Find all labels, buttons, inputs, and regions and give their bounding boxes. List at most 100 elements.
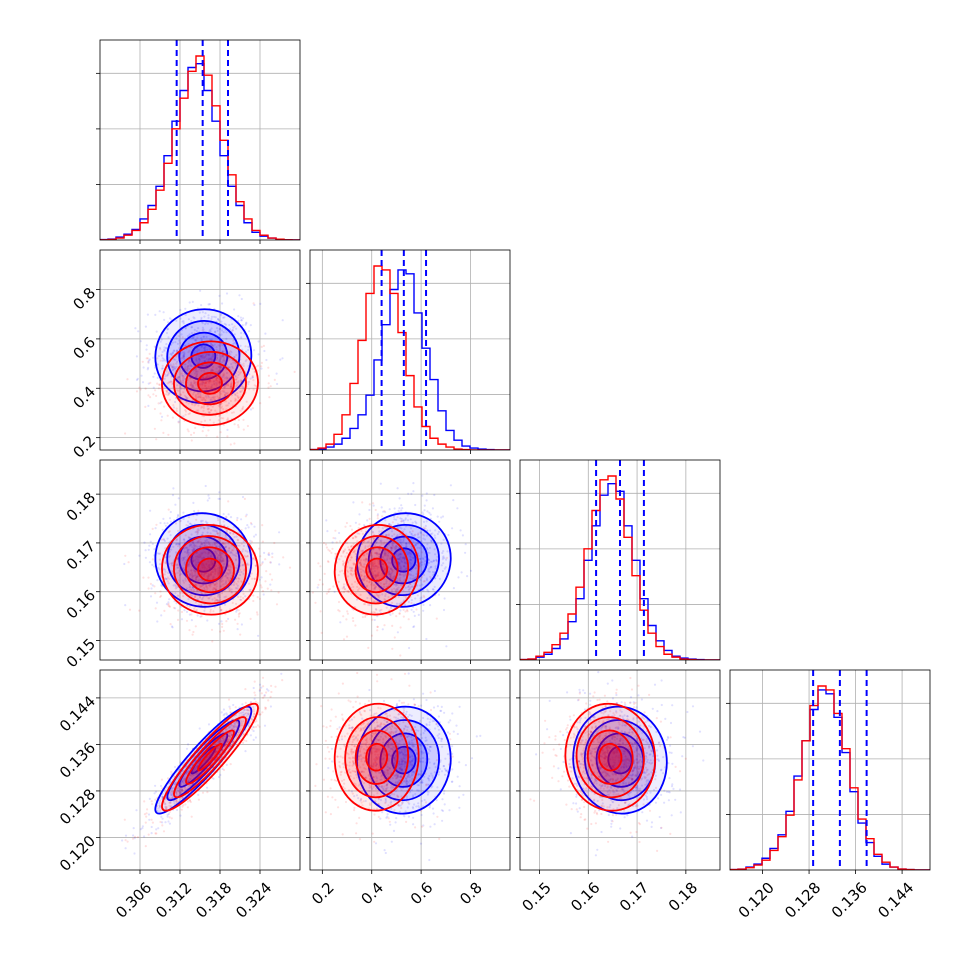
scatter-point (194, 369, 198, 372)
scatter-point (398, 567, 401, 570)
scatter-point (201, 543, 204, 546)
scatter-point (413, 625, 416, 628)
scatter-point (383, 624, 386, 627)
scatter-point (347, 590, 350, 593)
scatter-point (193, 570, 196, 573)
scatter-point (191, 540, 195, 544)
scatter-point (260, 576, 263, 579)
scatter-point (210, 386, 213, 389)
scatter-point (245, 358, 248, 362)
scatter-point (412, 490, 415, 493)
scatter-point (257, 634, 260, 637)
scatter-point (156, 552, 159, 555)
scatter-point (201, 322, 204, 325)
scatter-point (195, 396, 198, 399)
scatter-point (408, 552, 411, 555)
scatter-point (385, 585, 388, 589)
scatter-point (159, 594, 163, 598)
scatter-point (260, 686, 263, 689)
scatter-point (177, 389, 180, 392)
scatter-point (208, 566, 211, 569)
scatter-point (354, 552, 357, 556)
scatter-point (221, 559, 224, 563)
scatter-point (168, 782, 171, 785)
scatter-point (223, 524, 226, 527)
scatter-point (159, 402, 162, 405)
scatter-point (222, 565, 225, 569)
scatter-point (204, 399, 207, 402)
scatter-point (369, 567, 373, 571)
scatter-point (207, 565, 210, 568)
scatter-point (203, 544, 206, 547)
scatter-point (233, 355, 236, 359)
scatter-point (211, 356, 214, 359)
scatter-point (190, 588, 193, 591)
scatter-point (194, 571, 197, 575)
scatter-point (435, 559, 438, 562)
scatter-point (190, 573, 193, 576)
scatter-point (210, 358, 213, 361)
scatter-point (245, 321, 248, 324)
scatter-point (183, 562, 186, 565)
scatter-point (217, 497, 220, 500)
scatter-point (229, 550, 233, 554)
scatter-point (247, 383, 250, 386)
scatter-point (240, 724, 243, 727)
scatter-point (230, 382, 233, 385)
scatter-point (380, 506, 383, 509)
scatter-point (217, 344, 220, 347)
contour-level-1 (185, 546, 235, 594)
scatter-point (379, 482, 382, 485)
scatter-point (155, 832, 158, 835)
scatter-point (352, 551, 355, 554)
scatter-point (389, 613, 392, 617)
scatter-point (206, 527, 209, 530)
scatter-point (244, 345, 247, 348)
scatter-point (194, 577, 197, 580)
scatter-point (345, 590, 348, 593)
scatter-point (250, 718, 253, 721)
scatter-point (261, 524, 264, 527)
scatter-point (377, 552, 380, 555)
scatter-point (196, 336, 199, 339)
scatter-point (242, 405, 245, 408)
scatter-point (325, 546, 328, 549)
scatter-point (427, 590, 430, 593)
scatter-point (216, 329, 219, 332)
scatter-point (225, 574, 228, 577)
scatter-point (223, 562, 226, 566)
scatter-point (244, 712, 247, 715)
scatter-point (327, 548, 330, 551)
scatter-point (426, 548, 429, 551)
scatter-point (252, 715, 255, 718)
scatter-point (177, 543, 181, 546)
scatter-point (244, 555, 247, 558)
scatter-point (400, 568, 403, 571)
scatter-point (200, 603, 203, 606)
scatter-point (175, 407, 178, 410)
scatter-point (167, 812, 170, 816)
scatter-point (211, 405, 214, 408)
scatter-point (356, 532, 359, 535)
scatter-point (325, 519, 328, 522)
scatter-point (196, 541, 199, 544)
scatter-point (217, 572, 220, 575)
scatter-point (205, 387, 208, 390)
scatter-point (203, 566, 206, 570)
scatter-point (399, 552, 402, 556)
scatter-point (375, 540, 378, 544)
scatter-point (180, 788, 183, 792)
scatter-point (181, 380, 185, 383)
scatter-point (209, 560, 213, 563)
scatter-point (401, 560, 404, 564)
scatter-point (167, 336, 170, 339)
scatter-point (253, 680, 256, 683)
scatter-point (459, 529, 462, 532)
scatter-point (139, 340, 142, 343)
scatter-point (168, 797, 171, 800)
scatter-point (200, 573, 204, 576)
scatter-point (320, 631, 323, 635)
scatter-point (319, 565, 322, 568)
scatter-point (183, 609, 186, 612)
scatter-point (360, 571, 363, 574)
